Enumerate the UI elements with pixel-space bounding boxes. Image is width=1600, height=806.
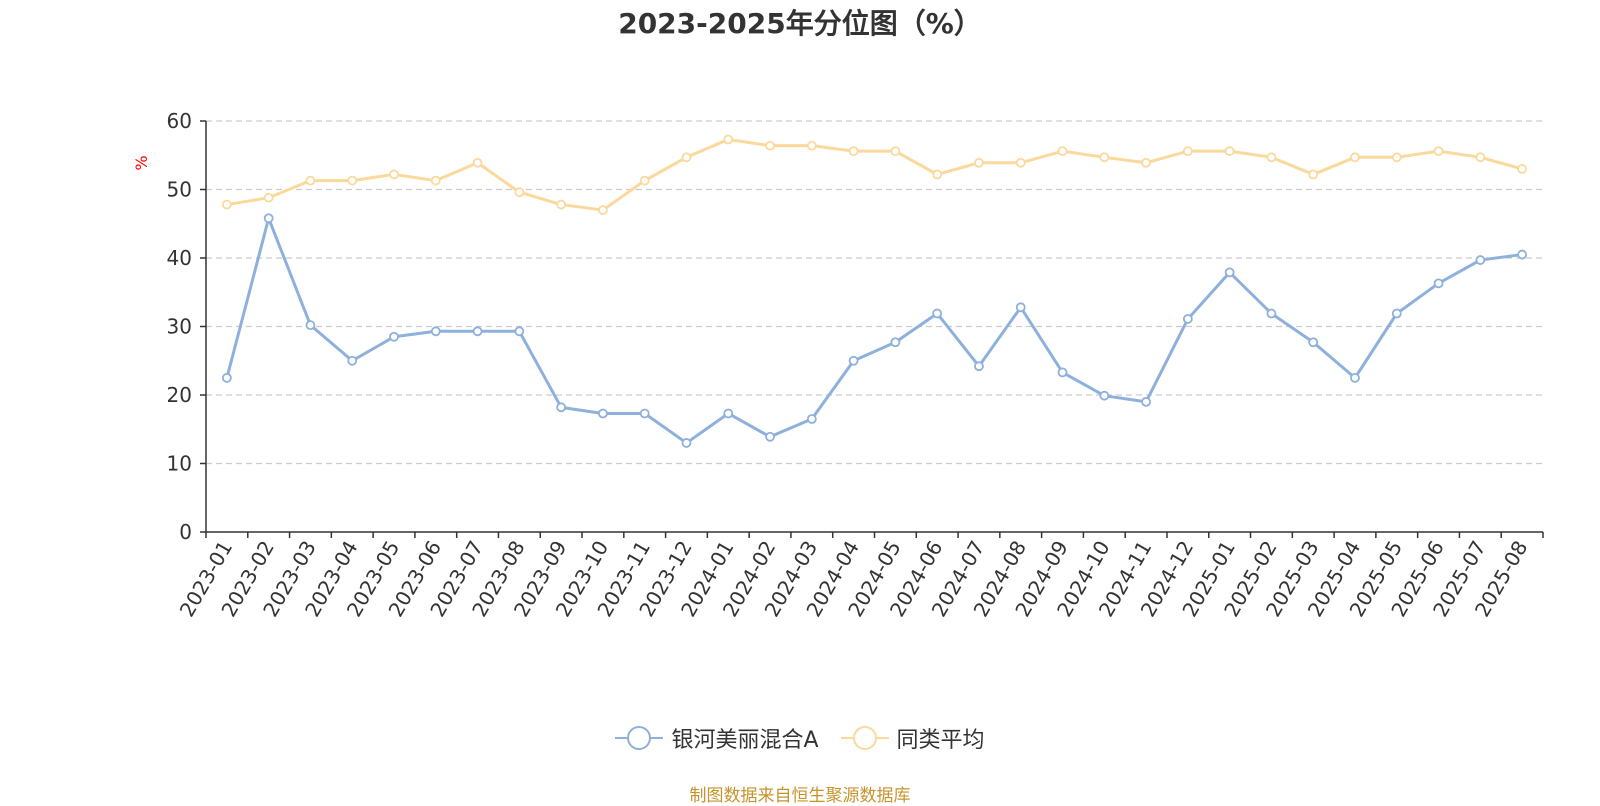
y-tick-labels: 0 10 20 30 40 50 60: [167, 109, 192, 544]
data-point[interactable]: [765, 431, 775, 442]
y-tick-label: 40: [167, 246, 192, 270]
data-point[interactable]: [848, 355, 859, 366]
data-point[interactable]: [263, 213, 274, 224]
data-point[interactable]: [1350, 372, 1360, 383]
data-point[interactable]: [1517, 249, 1528, 260]
legend-swatch-series-1: [615, 725, 664, 751]
data-point[interactable]: [1475, 255, 1486, 265]
series-line: [225, 137, 1524, 212]
data-point[interactable]: [1099, 390, 1110, 401]
data-point[interactable]: [1141, 157, 1151, 168]
y-tick-label: 0: [179, 520, 192, 544]
legend-label-series-1: 银河美丽混合A: [671, 728, 819, 753]
legend-item-series-2[interactable]: 同类平均: [840, 722, 985, 754]
data-point[interactable]: [639, 175, 650, 186]
data-point[interactable]: [556, 199, 567, 210]
data-point[interactable]: [305, 175, 316, 186]
data-point[interactable]: [1433, 278, 1444, 289]
data-point[interactable]: [723, 134, 734, 145]
data-point[interactable]: [598, 205, 608, 215]
series: [221, 134, 1528, 448]
data-point[interactable]: [347, 175, 358, 186]
data-point[interactable]: [681, 152, 692, 163]
axes: [200, 120, 1544, 538]
data-point[interactable]: [1266, 308, 1277, 319]
data-point[interactable]: [221, 199, 232, 210]
data-point[interactable]: [932, 308, 943, 319]
legend-swatch-series-2: [840, 725, 889, 751]
data-point[interactable]: [556, 402, 567, 413]
data-point[interactable]: [514, 187, 525, 198]
data-point[interactable]: [1057, 367, 1068, 378]
x-tick-labels: 2023-012023-022023-032023-042023-052023-…: [175, 537, 1533, 621]
data-point[interactable]: [305, 320, 316, 331]
data-point[interactable]: [765, 140, 775, 151]
data-point[interactable]: [598, 408, 608, 419]
data-point[interactable]: [472, 326, 483, 337]
data-point[interactable]: [430, 175, 441, 186]
data-point[interactable]: [389, 331, 399, 342]
series-2: [221, 134, 1528, 215]
data-point[interactable]: [1350, 152, 1360, 163]
data-point[interactable]: [681, 438, 692, 448]
data-point[interactable]: [932, 169, 943, 180]
data-point[interactable]: [806, 140, 817, 151]
data-point[interactable]: [472, 157, 483, 168]
y-tick-label: 60: [167, 109, 192, 133]
legend-item-series-1[interactable]: 银河美丽混合A: [615, 722, 819, 754]
data-point[interactable]: [1182, 314, 1193, 324]
data-point[interactable]: [1391, 152, 1402, 163]
legend: 银河美丽混合A 同类平均: [0, 722, 1600, 754]
data-point[interactable]: [221, 372, 232, 383]
data-point[interactable]: [1015, 302, 1026, 313]
y-tick-label: 10: [167, 452, 192, 476]
data-point[interactable]: [1266, 152, 1277, 163]
data-point[interactable]: [1391, 308, 1402, 319]
data-point[interactable]: [1308, 169, 1319, 180]
data-point[interactable]: [347, 355, 358, 366]
data-point[interactable]: [430, 326, 441, 337]
data-point[interactable]: [389, 169, 399, 180]
series-line: [225, 216, 1524, 445]
data-point[interactable]: [639, 408, 650, 419]
data-point[interactable]: [1224, 146, 1235, 157]
y-axis-label: %: [132, 155, 151, 170]
y-tick-label: 50: [167, 178, 192, 202]
data-point[interactable]: [974, 361, 984, 372]
data-point[interactable]: [848, 146, 859, 157]
data-point[interactable]: [1015, 157, 1026, 168]
source-note: 制图数据来自恒生聚源数据库: [689, 786, 911, 806]
data-point[interactable]: [514, 326, 525, 337]
data-point[interactable]: [723, 408, 734, 419]
data-point[interactable]: [1057, 146, 1068, 157]
chart-title: 2023-2025年分位图（%）: [618, 7, 982, 40]
data-point[interactable]: [890, 337, 901, 348]
data-point[interactable]: [263, 192, 274, 203]
data-point[interactable]: [806, 414, 817, 424]
data-point[interactable]: [1182, 146, 1193, 157]
data-point[interactable]: [1475, 152, 1486, 163]
grid-lines: [206, 120, 1543, 465]
data-point[interactable]: [1141, 396, 1151, 407]
data-point[interactable]: [1433, 146, 1444, 157]
data-point[interactable]: [1099, 152, 1110, 163]
data-point[interactable]: [974, 157, 984, 168]
legend-label-series-2: 同类平均: [896, 728, 985, 753]
data-point[interactable]: [1308, 337, 1319, 348]
data-point[interactable]: [890, 146, 901, 157]
y-tick-label: 30: [167, 315, 192, 339]
data-point[interactable]: [1224, 267, 1235, 278]
y-tick-label: 20: [167, 383, 192, 407]
series-1: [221, 213, 1528, 448]
data-point[interactable]: [1517, 164, 1528, 174]
